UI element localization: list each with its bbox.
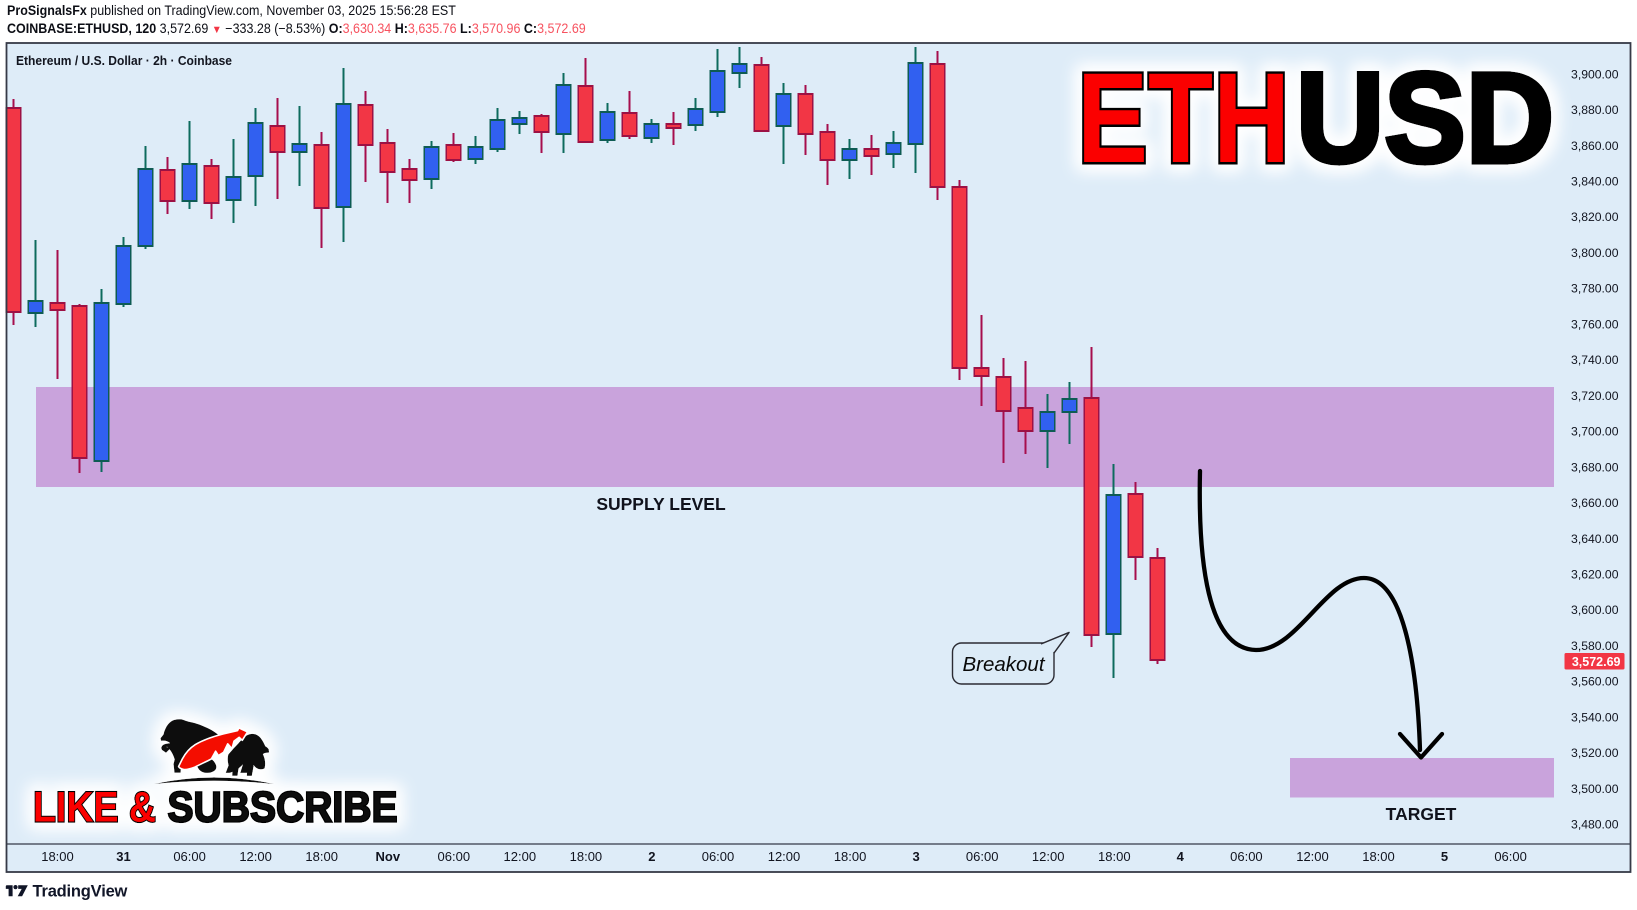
svg-text:ETH: ETH <box>1077 47 1290 190</box>
svg-text:06:00: 06:00 <box>1494 849 1527 864</box>
svg-text:LIKE &: LIKE & <box>33 784 156 832</box>
svg-text:12:00: 12:00 <box>239 849 272 864</box>
svg-text:TARGET: TARGET <box>1386 804 1457 824</box>
svg-text:18:00: 18:00 <box>834 849 867 864</box>
svg-text:2: 2 <box>648 849 655 864</box>
svg-text:3,720.00: 3,720.00 <box>1571 389 1619 403</box>
svg-text:3,580.00: 3,580.00 <box>1571 639 1619 653</box>
svg-text:3,620.00: 3,620.00 <box>1571 568 1619 582</box>
svg-text:3: 3 <box>912 849 919 864</box>
svg-text:06:00: 06:00 <box>966 849 999 864</box>
svg-text:3,820.00: 3,820.00 <box>1571 210 1619 224</box>
svg-text:TradingView: TradingView <box>33 883 128 901</box>
svg-text:3,680.00: 3,680.00 <box>1571 460 1619 474</box>
svg-text:12:00: 12:00 <box>1032 849 1065 864</box>
svg-text:06:00: 06:00 <box>1230 849 1263 864</box>
svg-text:3,640.00: 3,640.00 <box>1571 532 1619 546</box>
svg-text:06:00: 06:00 <box>702 849 735 864</box>
svg-text:3,740.00: 3,740.00 <box>1571 353 1619 367</box>
svg-text:3,660.00: 3,660.00 <box>1571 496 1619 510</box>
svg-text:3,572.69: 3,572.69 <box>1572 655 1621 669</box>
svg-text:3,800.00: 3,800.00 <box>1571 246 1619 260</box>
svg-text:5: 5 <box>1441 849 1448 864</box>
svg-text:06:00: 06:00 <box>438 849 471 864</box>
svg-text:18:00: 18:00 <box>41 849 74 864</box>
svg-text:31: 31 <box>116 849 130 864</box>
svg-text:USD: USD <box>1296 47 1554 190</box>
svg-text:3,600.00: 3,600.00 <box>1571 603 1619 617</box>
svg-text:12:00: 12:00 <box>768 849 801 864</box>
svg-text:06:00: 06:00 <box>173 849 206 864</box>
svg-text:3,860.00: 3,860.00 <box>1571 139 1619 153</box>
svg-text:3,480.00: 3,480.00 <box>1571 818 1619 832</box>
svg-text:18:00: 18:00 <box>1362 849 1395 864</box>
svg-text:Nov: Nov <box>376 849 401 864</box>
svg-text:SUPPLY LEVEL: SUPPLY LEVEL <box>596 494 726 514</box>
svg-text:3,700.00: 3,700.00 <box>1571 425 1619 439</box>
svg-text:3,540.00: 3,540.00 <box>1571 710 1619 724</box>
svg-text:18:00: 18:00 <box>305 849 338 864</box>
svg-text:3,520.00: 3,520.00 <box>1571 746 1619 760</box>
svg-text:12:00: 12:00 <box>1296 849 1329 864</box>
svg-text:Ethereum / U.S. Dollar · 2h ·: Ethereum / U.S. Dollar · 2h · Coinbase <box>16 53 232 68</box>
svg-text:3,560.00: 3,560.00 <box>1571 675 1619 689</box>
svg-text:3,900.00: 3,900.00 <box>1571 67 1619 81</box>
svg-text:12:00: 12:00 <box>504 849 537 864</box>
svg-text:3,760.00: 3,760.00 <box>1571 317 1619 331</box>
svg-text:Breakout: Breakout <box>962 653 1045 676</box>
svg-text:18:00: 18:00 <box>570 849 603 864</box>
svg-text:SUBSCRIBE: SUBSCRIBE <box>168 784 398 832</box>
svg-text:3,880.00: 3,880.00 <box>1571 103 1619 117</box>
svg-text:3,500.00: 3,500.00 <box>1571 782 1619 796</box>
svg-text:18:00: 18:00 <box>1098 849 1131 864</box>
svg-text:4: 4 <box>1177 849 1185 864</box>
svg-text:3,840.00: 3,840.00 <box>1571 175 1619 189</box>
svg-text:3,780.00: 3,780.00 <box>1571 282 1619 296</box>
